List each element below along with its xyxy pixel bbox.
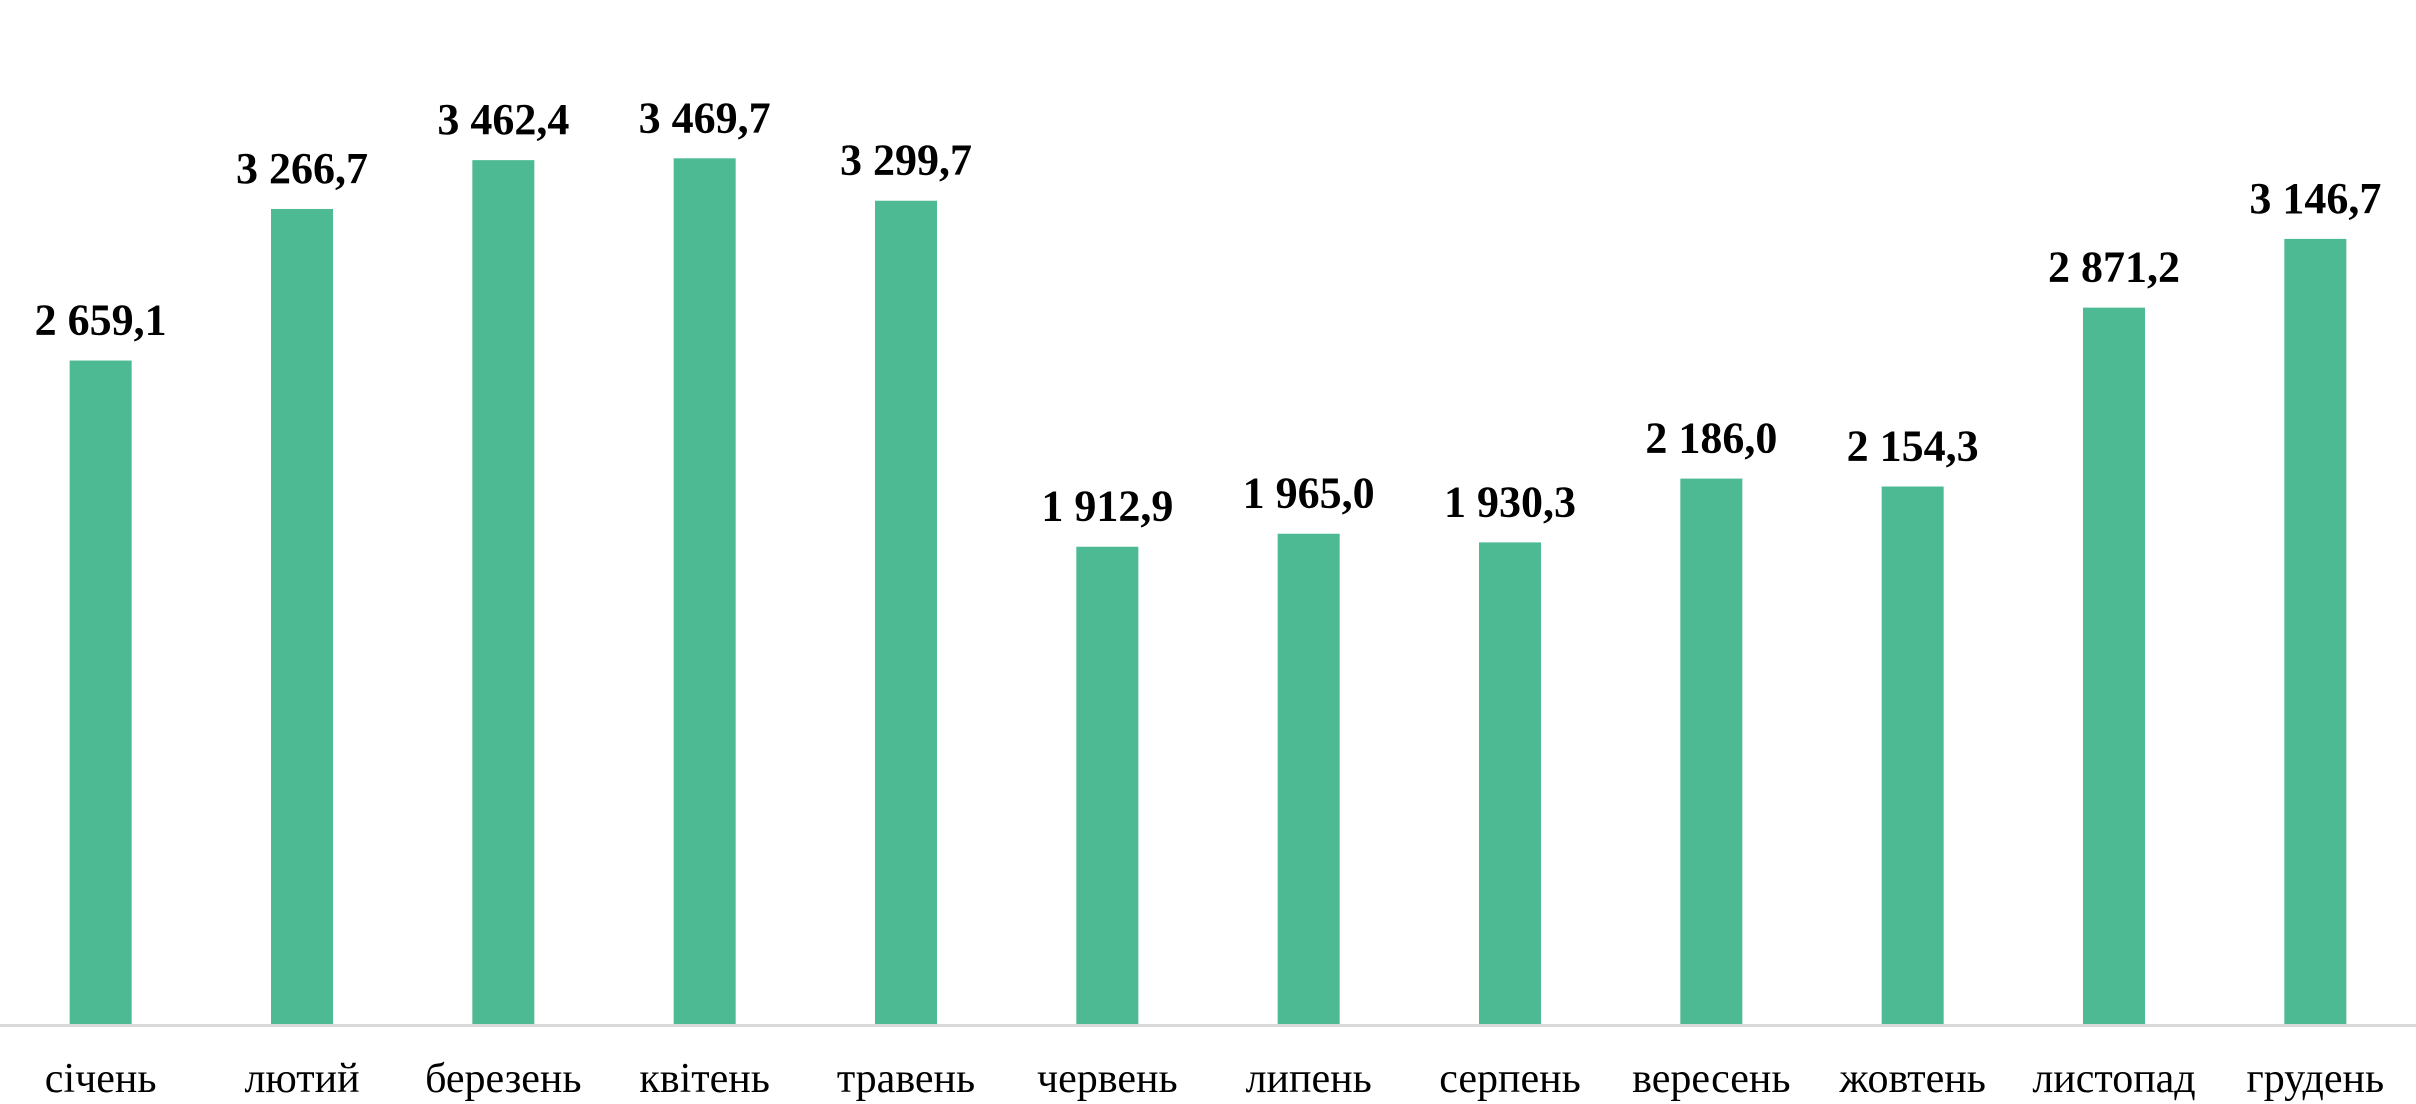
bar-2	[472, 160, 535, 1024]
value-label-9: 2 154,3	[1847, 422, 1979, 471]
bar-8	[1680, 478, 1743, 1024]
value-label-8: 2 186,0	[1645, 414, 1777, 463]
value-label-6: 1 965,0	[1243, 469, 1375, 518]
category-label-0: січень	[45, 1056, 157, 1102]
bar-11	[2284, 238, 2347, 1025]
category-label-2: березень	[425, 1056, 581, 1102]
value-label-11: 3 146,7	[2249, 174, 2381, 223]
category-label-4: травень	[837, 1056, 975, 1102]
bars-group	[69, 158, 2347, 1025]
value-label-7: 1 930,3	[1444, 477, 1576, 526]
category-label-1: лютий	[244, 1056, 359, 1102]
bar-5	[1076, 546, 1139, 1024]
category-label-10: листопад	[2032, 1056, 2195, 1102]
value-label-1: 3 266,7	[236, 144, 368, 193]
category-label-11: грудень	[2246, 1056, 2384, 1102]
bar-1	[271, 208, 333, 1024]
bar-7	[1479, 542, 1541, 1024]
bar-4	[875, 200, 937, 1024]
bar-0	[69, 360, 132, 1024]
category-label-6: липень	[1246, 1056, 1372, 1102]
value-label-4: 3 299,7	[840, 136, 972, 185]
category-label-3: квітень	[639, 1056, 770, 1102]
value-labels-group: 2 659,1 3 266,7 3 462,4 3 469,7 3 299,7 1 912…	[35, 93, 2382, 530]
bar-3	[673, 158, 736, 1025]
bar-9	[1881, 486, 1944, 1024]
value-label-0: 2 659,1	[35, 296, 167, 345]
category-label-9: жовтень	[1838, 1056, 1985, 1102]
category-labels-group: січень лютий березень квітень травень червень…	[45, 1056, 2384, 1102]
value-label-5: 1 912,9	[1041, 482, 1173, 531]
bar-10	[2083, 307, 2145, 1024]
category-label-5: червень	[1037, 1056, 1178, 1102]
value-label-10: 2 871,2	[2048, 243, 2180, 292]
value-label-2: 3 462,4	[437, 95, 569, 144]
category-label-7: серпень	[1439, 1056, 1581, 1102]
category-label-8: вересень	[1632, 1056, 1790, 1102]
bar-6	[1277, 533, 1340, 1024]
value-label-3: 3 469,7	[639, 93, 771, 142]
